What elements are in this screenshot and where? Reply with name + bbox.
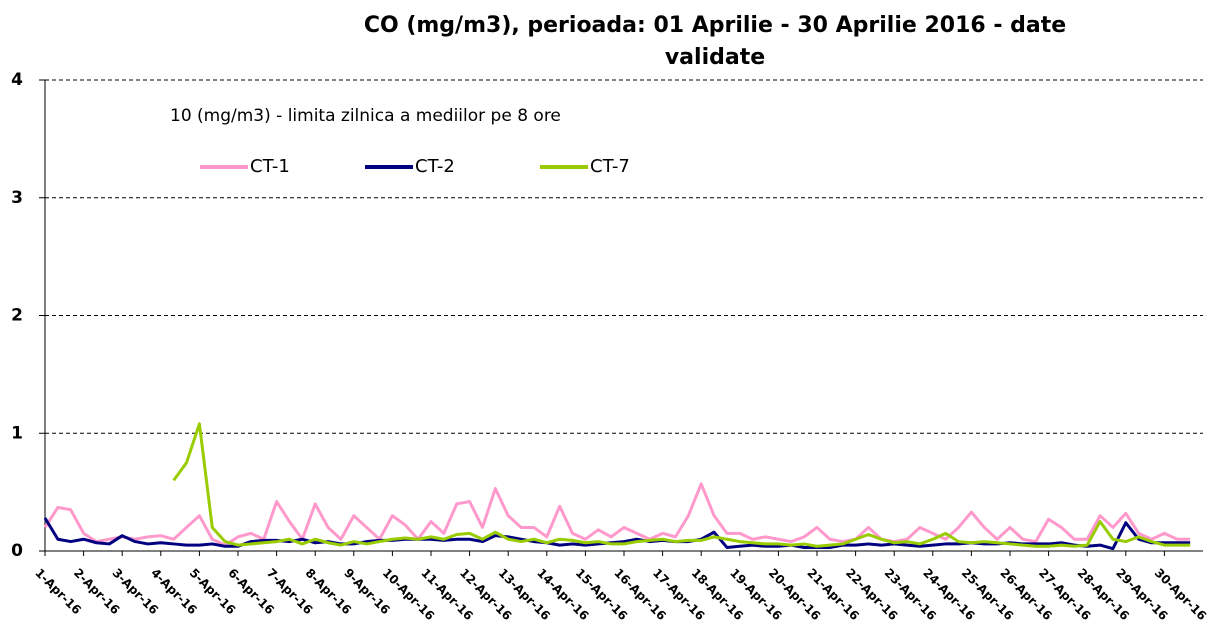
- series-line: [172, 422, 1191, 548]
- chart-title: CO (mg/m3), perioada: 01 Aprilie - 30 Ap…: [364, 13, 1066, 38]
- y-tick-label: 0: [11, 541, 23, 561]
- legend-label: CT-7: [590, 156, 630, 177]
- y-tick-label: 2: [11, 306, 23, 326]
- chart-title: validate: [665, 45, 765, 70]
- legend-label: CT-2: [415, 156, 455, 177]
- annotation: 10 (mg/m3) - limita zilnica a mediilor p…: [170, 106, 561, 126]
- legend-label: CT-1: [250, 156, 290, 177]
- series-line: [43, 482, 1191, 547]
- y-tick-label: 4: [11, 70, 23, 90]
- y-tick-label: 3: [11, 188, 23, 208]
- y-tick-label: 1: [11, 423, 23, 443]
